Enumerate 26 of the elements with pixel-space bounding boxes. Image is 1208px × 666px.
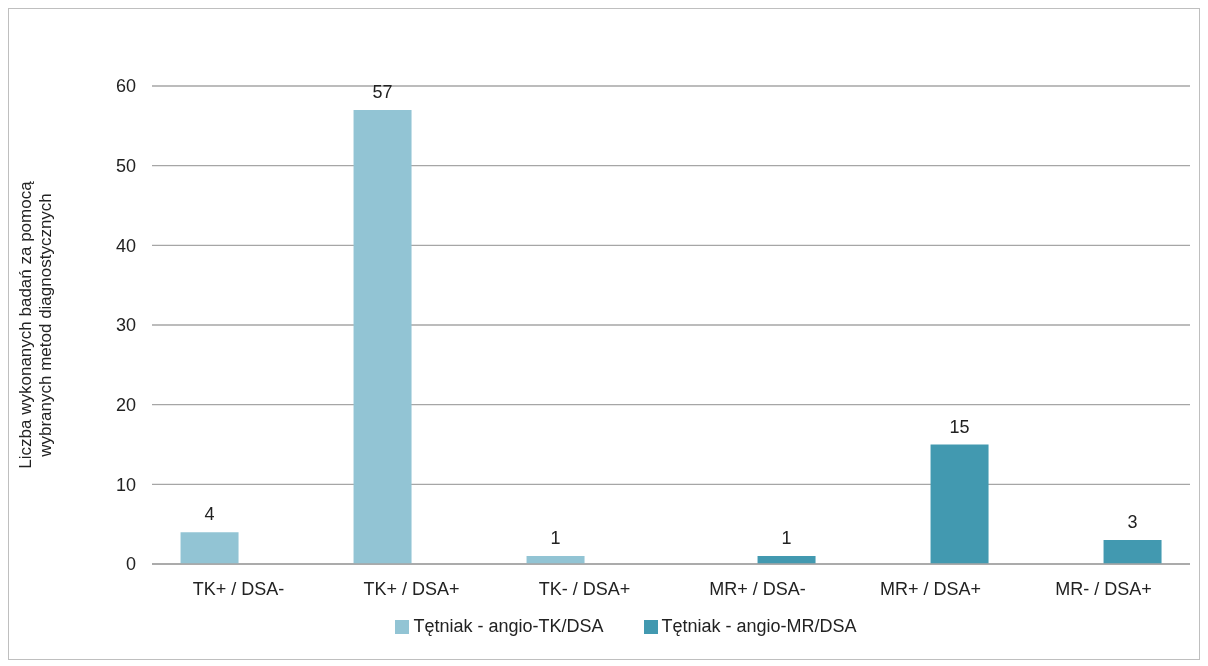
y-tick-label: 0	[125, 554, 136, 575]
y-tick-label: 20	[115, 395, 136, 416]
y-tick-label: 60	[115, 76, 136, 97]
x-tick-label: TK- / DSA+	[538, 578, 631, 599]
legend-label: Tętniak - angio-MR/DSA	[661, 616, 857, 636]
data-label: 4	[204, 504, 215, 525]
y-tick-label: 10	[115, 474, 136, 495]
x-tick-label: MR+ / DSA+	[879, 578, 982, 599]
bar	[180, 532, 239, 564]
y-tick-label: 30	[115, 315, 136, 336]
x-tick-label: TK+ / DSA-	[192, 578, 285, 599]
data-label: 57	[372, 81, 393, 102]
y-tick-label: 40	[115, 235, 136, 256]
data-label: 1	[550, 528, 561, 549]
y-tick-label: 50	[115, 156, 136, 177]
y-axis-title: Liczba wykonanych badań za pomocą wybranych metod diagnostycznych	[16, 180, 55, 469]
x-tick-label: MR+ / DSA-	[709, 578, 806, 599]
bar	[1103, 540, 1162, 564]
bar	[353, 109, 412, 564]
data-label: 1	[781, 528, 792, 549]
x-tick-label: TK+ / DSA+	[363, 578, 460, 599]
x-tick-label: MR- / DSA+	[1055, 578, 1152, 599]
bar	[930, 444, 989, 564]
legend-label: Tętniak - angio-TK/DSA	[413, 616, 604, 636]
data-label: 15	[949, 416, 970, 437]
data-label: 3	[1127, 512, 1138, 533]
